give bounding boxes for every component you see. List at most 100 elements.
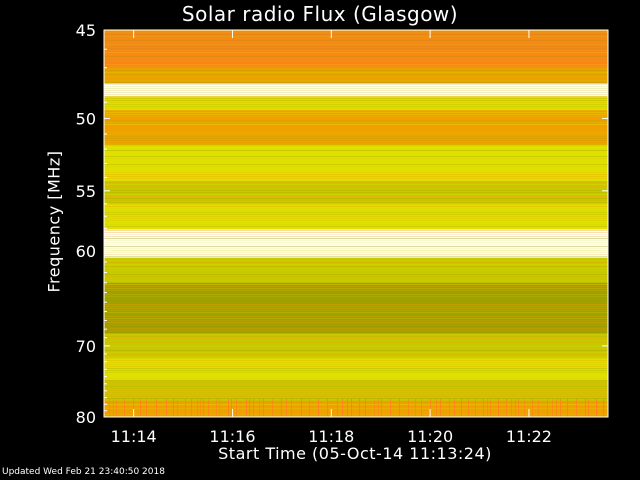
texture-line xyxy=(104,262,608,263)
burst-speckle xyxy=(286,399,287,417)
texture-line xyxy=(104,380,608,381)
texture-line xyxy=(104,298,608,299)
texture-line xyxy=(104,194,608,195)
texture-line xyxy=(104,118,608,119)
x-tick-label: 11:14 xyxy=(111,427,157,446)
frequency-band xyxy=(104,49,608,69)
texture-line xyxy=(104,146,608,147)
burst-speckle xyxy=(415,399,416,417)
burst-speckle xyxy=(216,399,217,417)
texture-line xyxy=(104,344,608,345)
texture-line xyxy=(104,250,608,251)
texture-line xyxy=(104,36,608,37)
burst-speckle xyxy=(263,399,264,417)
texture-line xyxy=(104,292,608,293)
burst-speckle xyxy=(461,399,462,417)
frequency-band xyxy=(104,110,608,127)
burst-speckle xyxy=(197,399,198,417)
burst-speckle xyxy=(374,399,375,417)
texture-line xyxy=(104,270,608,271)
texture-line xyxy=(104,324,608,325)
texture-line xyxy=(104,232,608,233)
texture-line xyxy=(104,368,608,369)
texture-line xyxy=(104,220,608,221)
frequency-band xyxy=(104,180,608,205)
updated-timestamp: Updated Wed Feb 21 23:40:50 2018 xyxy=(2,467,165,477)
burst-speckle xyxy=(191,399,192,417)
texture-line xyxy=(104,342,608,343)
x-axis: 11:14 11:16 11:18 11:20 11:22 xyxy=(111,30,552,446)
texture-line xyxy=(104,182,608,183)
texture-line xyxy=(104,110,608,111)
texture-line xyxy=(104,408,608,409)
texture-line xyxy=(104,276,608,277)
burst-speckle xyxy=(483,399,484,417)
texture-line xyxy=(104,206,608,207)
texture-line xyxy=(104,192,608,193)
texture-line xyxy=(104,394,608,395)
burst-speckle xyxy=(342,399,343,417)
frequency-band xyxy=(104,400,608,417)
texture-line xyxy=(104,178,608,179)
texture-line xyxy=(104,386,608,387)
texture-line xyxy=(104,196,608,197)
texture-line xyxy=(104,314,608,315)
texture-line xyxy=(104,38,608,39)
texture-line xyxy=(104,240,608,241)
texture-line xyxy=(104,32,608,33)
x-tick-label: 11:16 xyxy=(209,427,255,446)
burst-speckle xyxy=(253,399,254,417)
texture-line xyxy=(104,42,608,43)
texture-line xyxy=(104,284,608,285)
burst-speckle xyxy=(166,399,167,417)
texture-line xyxy=(104,364,608,365)
texture-line xyxy=(104,60,608,61)
texture-line xyxy=(104,218,608,219)
texture-line xyxy=(104,128,608,129)
texture-line xyxy=(104,50,608,51)
texture-line xyxy=(104,374,608,375)
burst-speckle xyxy=(421,399,422,417)
texture-line xyxy=(104,382,608,383)
texture-line xyxy=(104,336,608,337)
texture-line xyxy=(104,236,608,237)
burst-speckle xyxy=(468,399,469,417)
texture-line xyxy=(104,184,608,185)
texture-line xyxy=(104,80,608,81)
texture-line xyxy=(104,306,608,307)
texture-line xyxy=(104,106,608,107)
frequency-band xyxy=(104,83,608,97)
texture-line xyxy=(104,352,608,353)
texture-line xyxy=(104,310,608,311)
texture-line xyxy=(104,34,608,35)
burst-speckle xyxy=(518,399,519,417)
texture-line xyxy=(104,302,608,303)
burst-speckle xyxy=(524,399,525,417)
burst-speckle xyxy=(515,399,516,417)
y-axis: 45 50 55 60 70 80 xyxy=(76,21,608,427)
texture-line xyxy=(104,130,608,131)
burst-speckle xyxy=(475,399,476,417)
burst-speckle xyxy=(585,399,586,417)
texture-line xyxy=(104,316,608,317)
burst-speckle xyxy=(538,399,539,417)
texture-line xyxy=(104,190,608,191)
burst-speckle xyxy=(440,399,441,417)
texture-line xyxy=(104,362,608,363)
chart-title: Solar radio Flux (Glasgow) xyxy=(181,2,459,26)
texture-line xyxy=(104,76,608,77)
texture-line xyxy=(104,212,608,213)
burst-speckle xyxy=(208,399,209,417)
texture-line xyxy=(104,278,608,279)
texture-line xyxy=(104,304,608,305)
burst-speckle xyxy=(560,399,561,417)
texture-line xyxy=(104,272,608,273)
texture-line xyxy=(104,108,608,109)
burst-speckle xyxy=(359,399,360,417)
texture-line xyxy=(104,318,608,319)
texture-line xyxy=(104,244,608,245)
texture-line xyxy=(104,260,608,261)
y-tick-label: 70 xyxy=(76,337,96,356)
texture-line xyxy=(104,54,608,55)
texture-line xyxy=(104,264,608,265)
